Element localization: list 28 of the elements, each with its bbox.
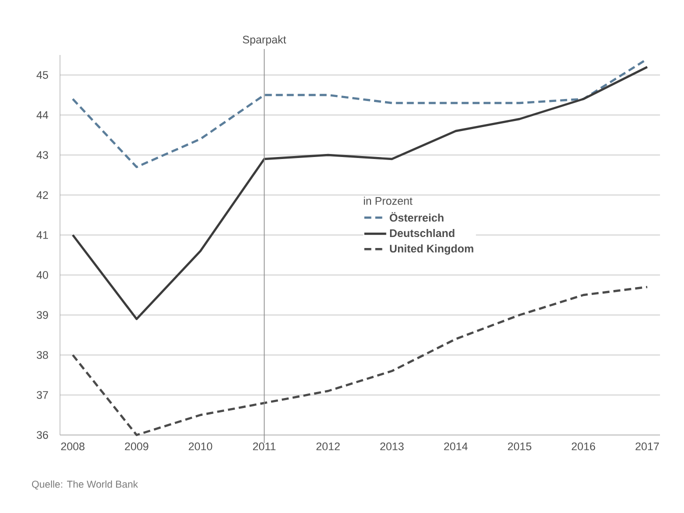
x-tick-label: 2014 [444, 442, 468, 450]
x-tick-label: 2013 [380, 442, 404, 450]
ref-line-label: Sparpakt [242, 35, 286, 46]
x-tick-label: 2016 [572, 442, 596, 450]
x-tick-label: 2017 [636, 442, 659, 450]
y-tick-label: 36 [36, 431, 48, 439]
y-tick-label: 44 [36, 111, 48, 119]
x-tick-label: 2009 [124, 442, 148, 450]
y-tick-label: 38 [36, 351, 48, 359]
x-tick-label: 2008 [61, 442, 84, 450]
y-tick-label: 42 [36, 191, 48, 199]
x-tick-label: 2015 [508, 442, 532, 450]
y-tick-label: 41 [36, 231, 48, 239]
line-series [72, 66, 648, 320]
line-series [72, 286, 648, 436]
y-tick-label: 39 [36, 311, 48, 319]
legend-label: United Kingdom [390, 244, 474, 255]
y-tick-label: 40 [36, 271, 48, 279]
legend-label: Österreich [390, 212, 444, 222]
legend-title: in Prozent [364, 196, 412, 205]
source-note: Quelle: The World Bank [32, 480, 138, 490]
x-tick-label: 2012 [316, 442, 340, 450]
y-tick-label: 37 [36, 391, 48, 399]
y-tick-label: 45 [36, 71, 48, 79]
legend-label: Deutschland [390, 229, 454, 238]
y-tick-label: 43 [36, 151, 48, 159]
x-tick-label: 2011 [253, 442, 276, 450]
x-tick-label: 2010 [188, 442, 212, 450]
